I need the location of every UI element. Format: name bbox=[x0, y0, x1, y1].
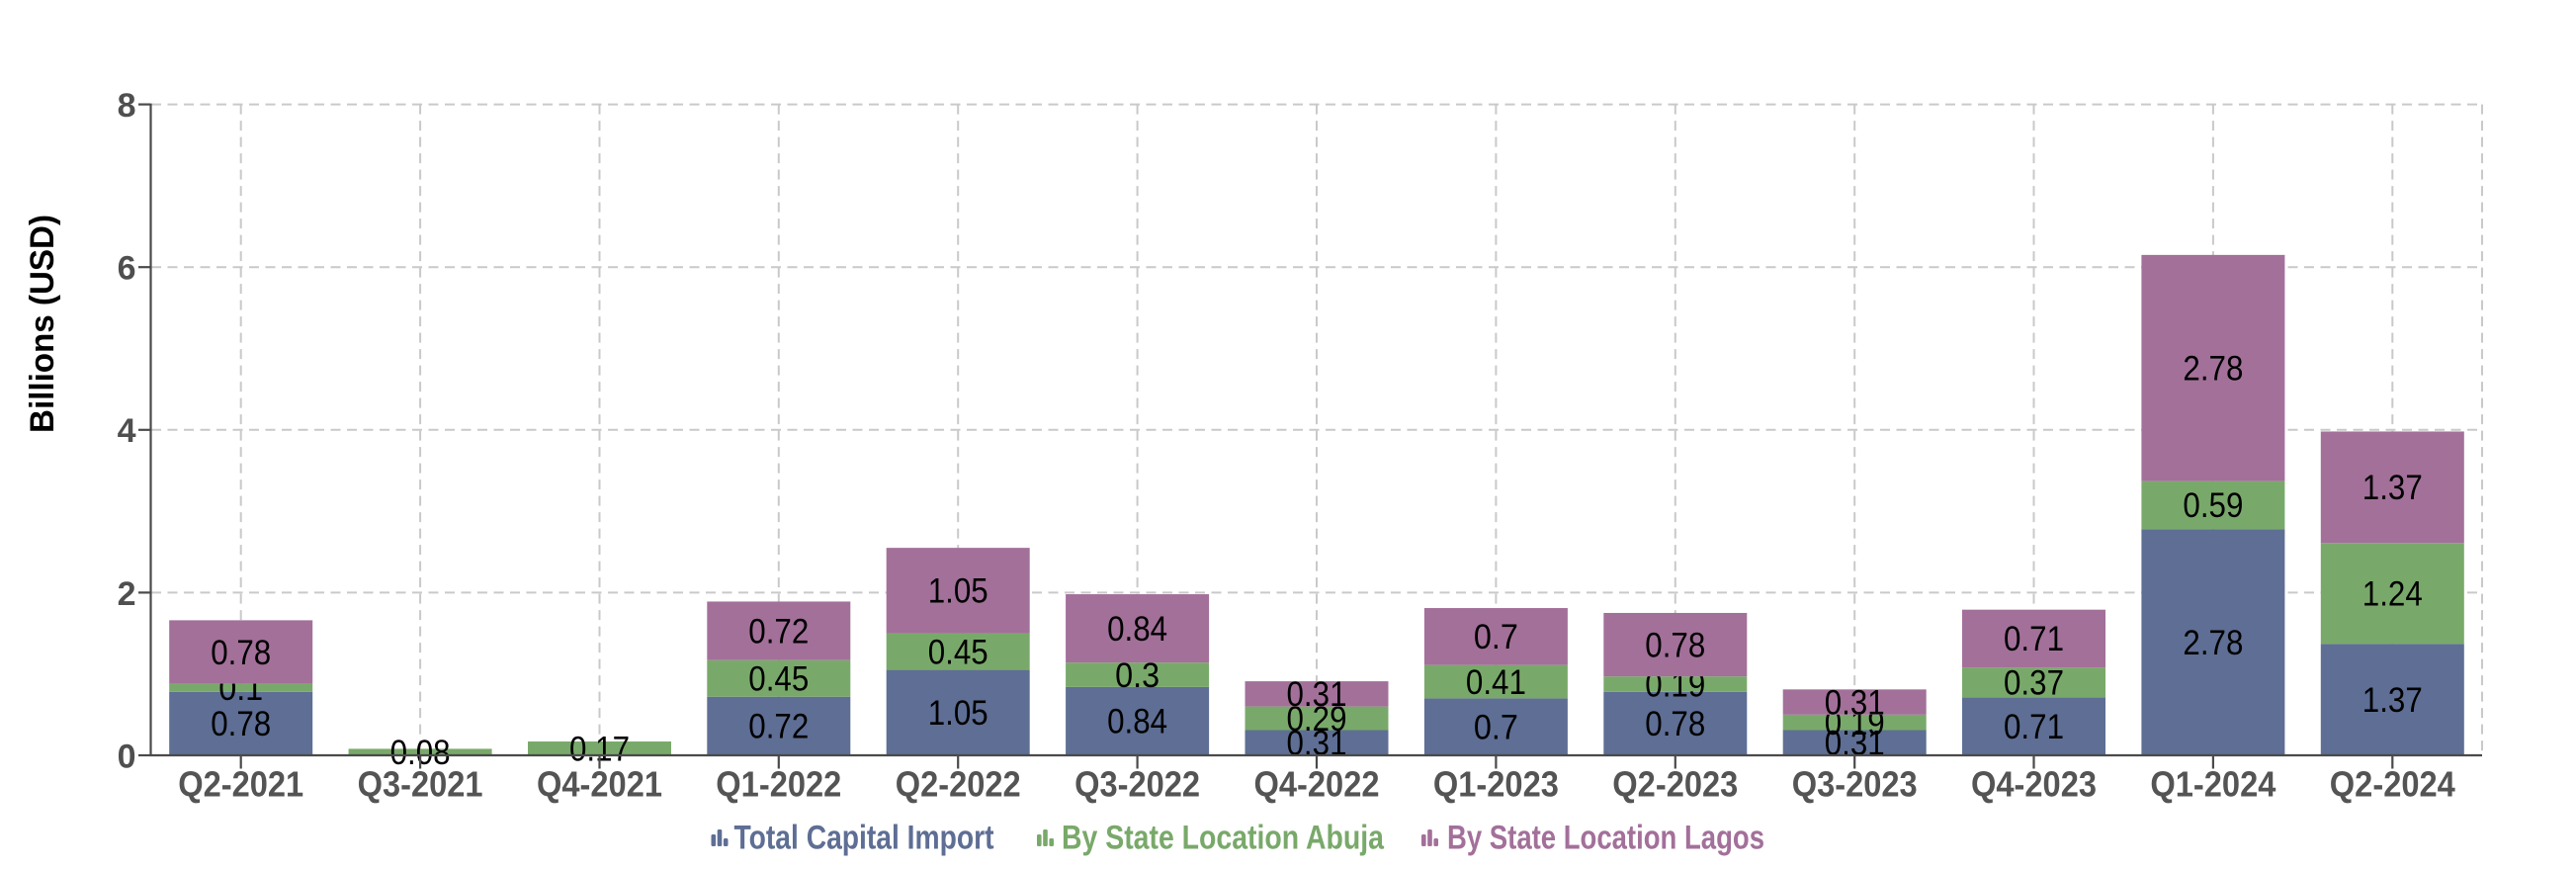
svg-text:1.37: 1.37 bbox=[2362, 469, 2423, 507]
svg-text:Q1-2022: Q1-2022 bbox=[716, 764, 841, 805]
svg-text:Q3-2022: Q3-2022 bbox=[1074, 764, 1200, 805]
svg-text:Q4-2021: Q4-2021 bbox=[537, 764, 662, 805]
svg-text:0.84: 0.84 bbox=[1107, 703, 1167, 741]
svg-text:1.37: 1.37 bbox=[2362, 681, 2423, 720]
svg-text:0.45: 0.45 bbox=[928, 633, 988, 671]
svg-text:Billions (USD): Billions (USD) bbox=[24, 215, 61, 433]
svg-text:1.24: 1.24 bbox=[2362, 575, 2423, 614]
svg-text:6: 6 bbox=[118, 250, 136, 288]
svg-text:0.31: 0.31 bbox=[1825, 683, 1885, 722]
svg-text:0.72: 0.72 bbox=[748, 708, 809, 746]
svg-text:0.78: 0.78 bbox=[211, 634, 271, 672]
svg-text:0.78: 0.78 bbox=[1645, 626, 1705, 664]
svg-text:0.78: 0.78 bbox=[1645, 705, 1705, 743]
svg-text:0: 0 bbox=[118, 738, 136, 775]
svg-text:0.84: 0.84 bbox=[1107, 610, 1167, 649]
svg-text:Q1-2023: Q1-2023 bbox=[1433, 764, 1559, 805]
svg-text:0.72: 0.72 bbox=[748, 612, 809, 651]
svg-text:2: 2 bbox=[118, 575, 136, 613]
svg-text:Q1-2024: Q1-2024 bbox=[2150, 764, 2275, 805]
svg-text:0.78: 0.78 bbox=[211, 705, 271, 743]
svg-text:Q3-2023: Q3-2023 bbox=[1792, 764, 1918, 805]
svg-text:Q2-2021: Q2-2021 bbox=[178, 764, 303, 805]
svg-text:By State Location Abuja: By State Location Abuja bbox=[1062, 819, 1385, 856]
svg-text:Total Capital Import: Total Capital Import bbox=[734, 819, 994, 856]
svg-text:0.37: 0.37 bbox=[2004, 664, 2064, 703]
svg-text:0.7: 0.7 bbox=[1474, 708, 1518, 746]
svg-text:2.78: 2.78 bbox=[2183, 624, 2243, 662]
svg-text:4: 4 bbox=[118, 412, 136, 450]
svg-text:0.7: 0.7 bbox=[1474, 618, 1518, 656]
svg-text:0.31: 0.31 bbox=[1287, 675, 1347, 714]
svg-text:By State Location Lagos: By State Location Lagos bbox=[1447, 819, 1764, 856]
svg-text:0.71: 0.71 bbox=[2004, 708, 2064, 746]
svg-text:Q4-2022: Q4-2022 bbox=[1254, 764, 1380, 805]
svg-text:0.3: 0.3 bbox=[1115, 656, 1159, 695]
svg-text:1.05: 1.05 bbox=[928, 694, 988, 733]
svg-text:Q2-2022: Q2-2022 bbox=[896, 764, 1021, 805]
svg-text:2.78: 2.78 bbox=[2183, 350, 2243, 389]
svg-text:0.71: 0.71 bbox=[2004, 620, 2064, 658]
svg-text:Q3-2021: Q3-2021 bbox=[358, 764, 483, 805]
svg-text:0.41: 0.41 bbox=[1466, 663, 1526, 702]
svg-text:Q2-2024: Q2-2024 bbox=[2330, 764, 2455, 805]
svg-text:Q2-2023: Q2-2023 bbox=[1612, 764, 1738, 805]
svg-text:0.59: 0.59 bbox=[2183, 486, 2243, 525]
svg-text:Q4-2023: Q4-2023 bbox=[1971, 764, 2097, 805]
svg-text:0.45: 0.45 bbox=[748, 660, 809, 699]
svg-text:8: 8 bbox=[118, 87, 136, 125]
svg-text:1.05: 1.05 bbox=[928, 572, 988, 611]
